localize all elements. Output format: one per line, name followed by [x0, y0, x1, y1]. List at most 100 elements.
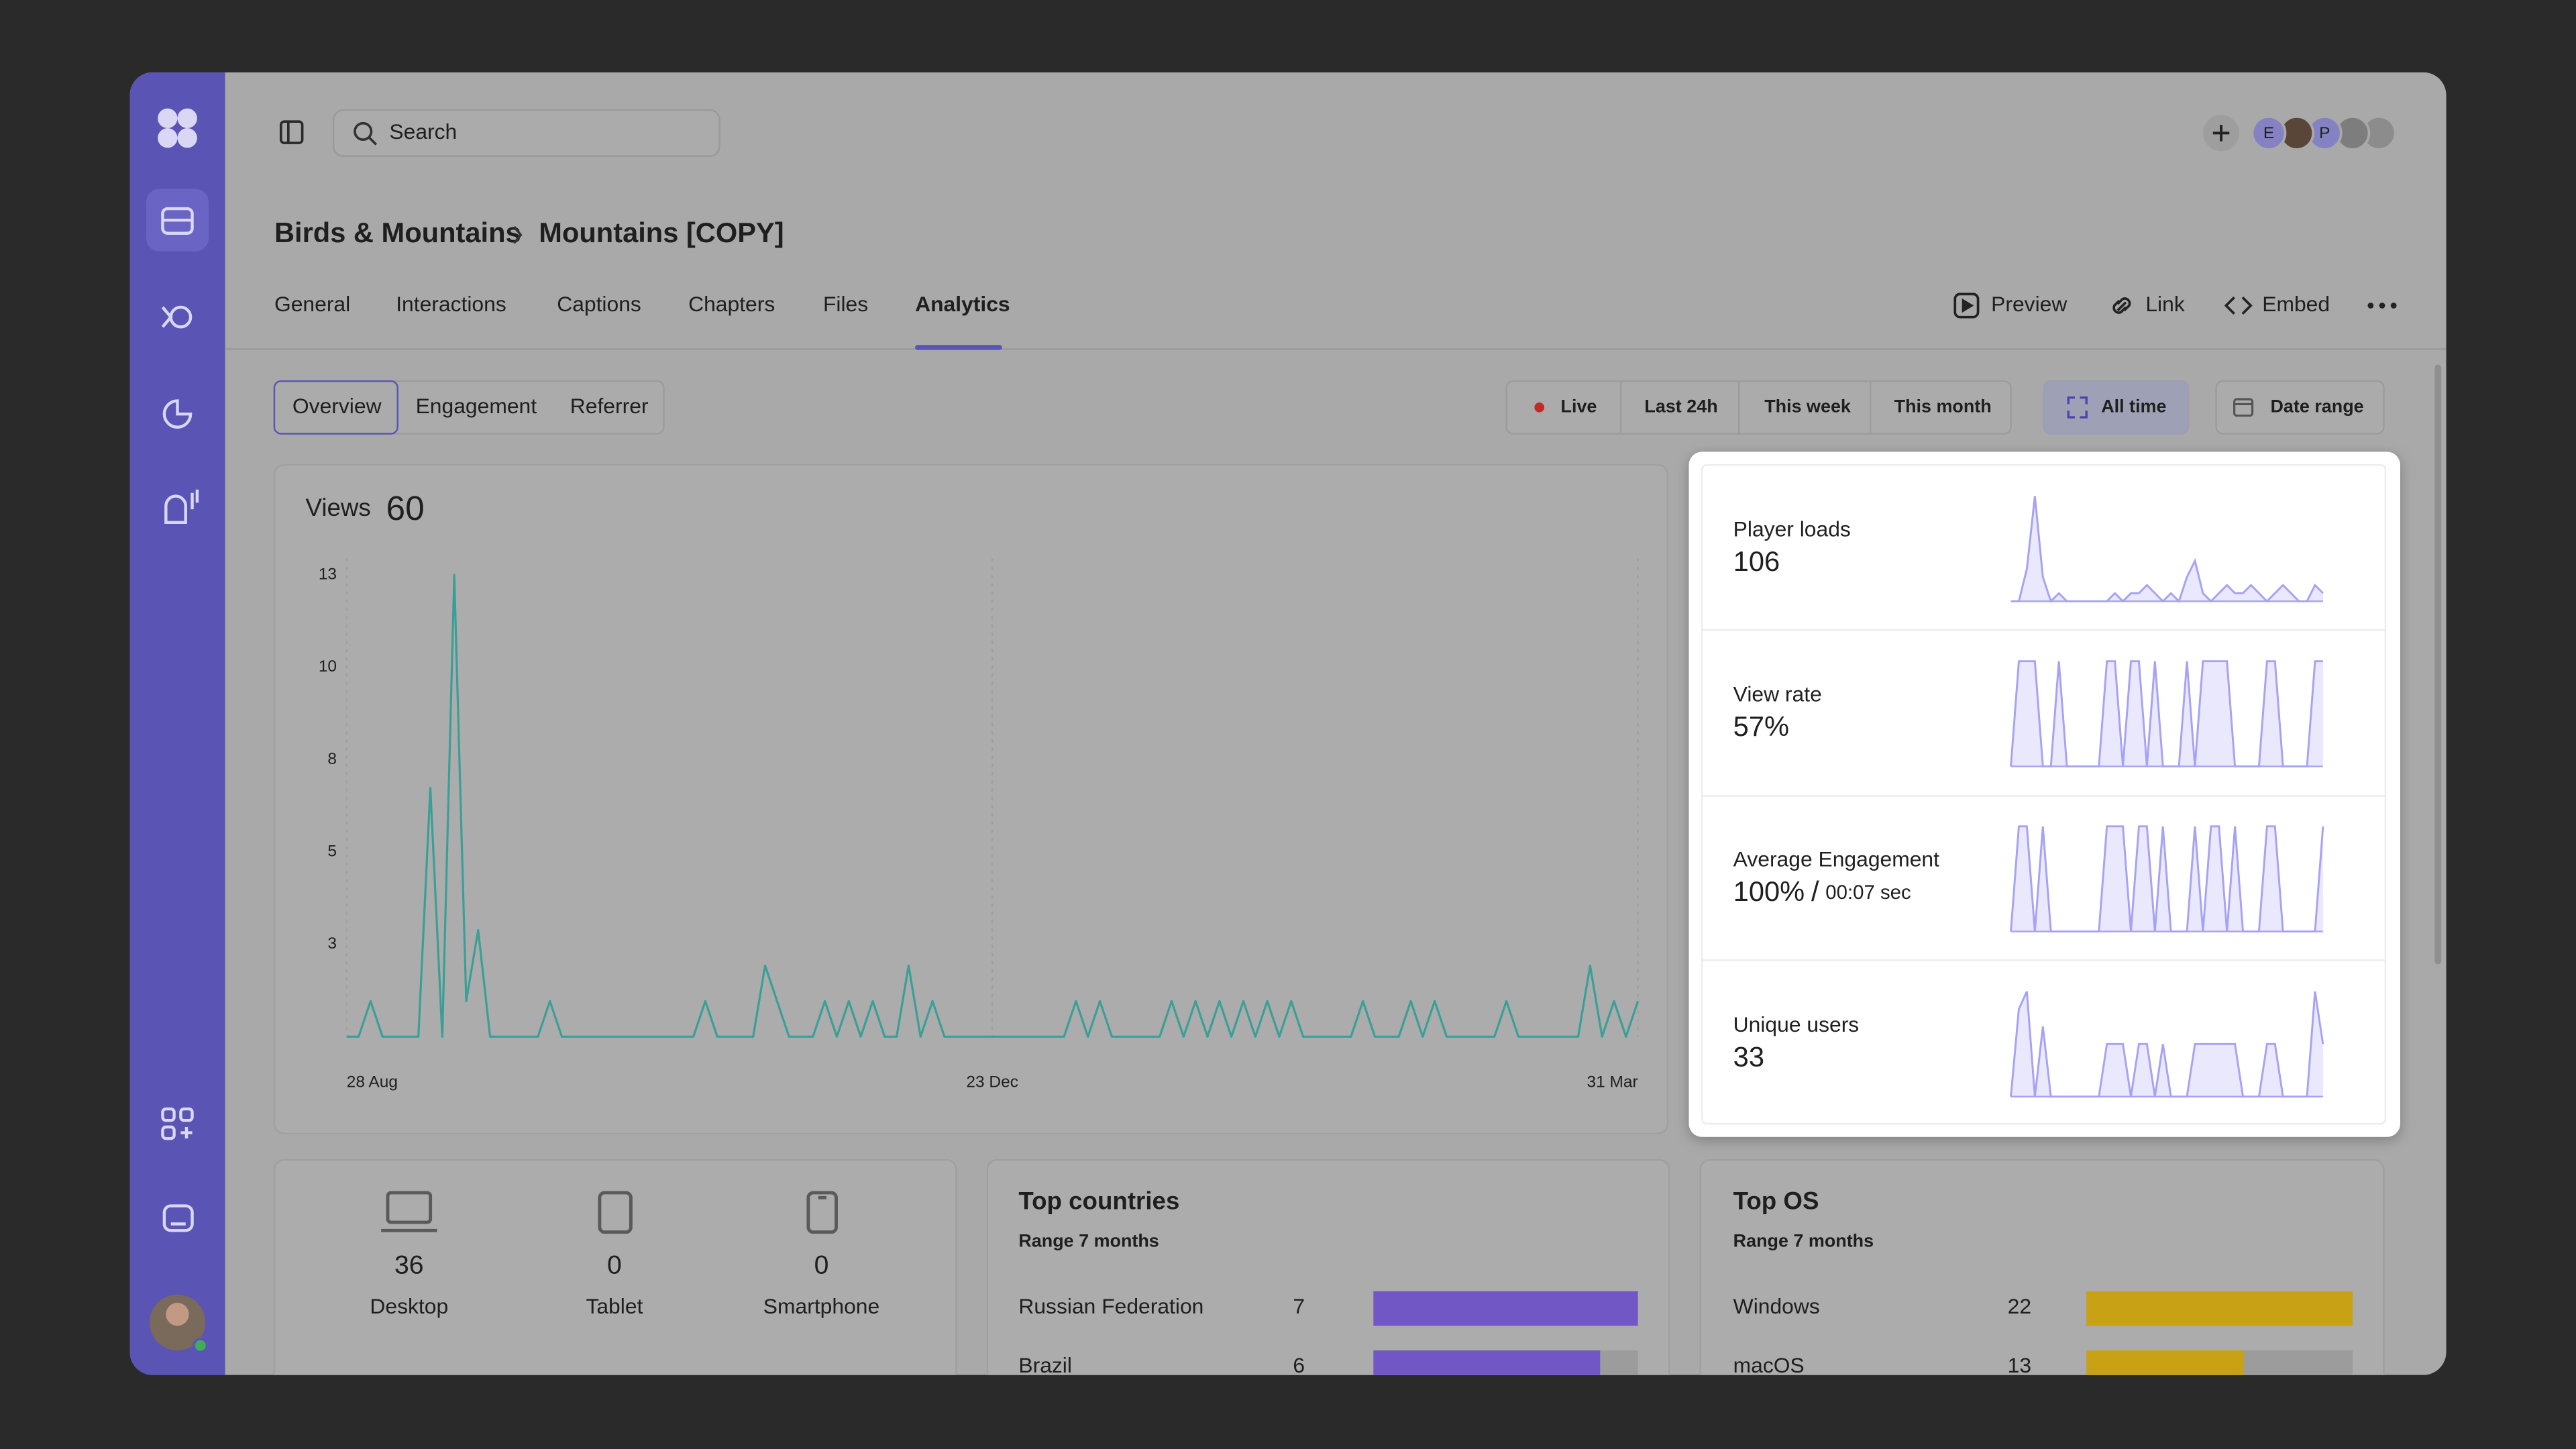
- time-filter[interactable]: Live: [1561, 396, 1597, 416]
- views-total: 60: [386, 488, 425, 527]
- device-label: Smartphone: [763, 1294, 879, 1318]
- bar: [2086, 1350, 2244, 1375]
- search-icon: [354, 121, 378, 146]
- list-subtitle: Range 7 months: [1733, 1231, 1874, 1251]
- subtab[interactable]: Engagement: [416, 394, 537, 418]
- tab[interactable]: Captions: [557, 292, 641, 316]
- breadcrumb-current: Mountains [COPY]: [539, 217, 784, 248]
- y-tick-label: 8: [327, 750, 337, 768]
- metric-label: Average Engagement: [1733, 847, 1939, 871]
- list-name: Brazil: [1018, 1353, 1072, 1377]
- sidebar: [129, 72, 225, 1375]
- action-icons: [1953, 292, 2253, 319]
- list-name: Russian Federation: [1018, 1294, 1203, 1318]
- all-time-icon: [2067, 396, 2088, 419]
- nav-icons[interactable]: [161, 207, 199, 1232]
- y-tick-label: 3: [327, 934, 337, 953]
- search-box[interactable]: [332, 109, 720, 157]
- subtab[interactable]: Referrer: [570, 394, 649, 418]
- add-icon: [2212, 125, 2230, 142]
- tab[interactable]: Files: [823, 292, 868, 316]
- device-icons: [381, 1191, 838, 1234]
- views-line: [346, 574, 1640, 1038]
- sparkline: [2010, 496, 2324, 604]
- list-title: Top OS: [1733, 1187, 1819, 1214]
- bar: [1373, 1291, 1638, 1326]
- time-filter[interactable]: Last 24h: [1644, 396, 1717, 416]
- metric-value: 57%: [1733, 710, 1789, 742]
- device-count: 0: [814, 1251, 829, 1280]
- list-name: macOS: [1733, 1353, 1805, 1377]
- list-value: 7: [1293, 1294, 1305, 1318]
- subtab[interactable]: Overview: [292, 394, 382, 418]
- metric-dividers: [1702, 629, 2385, 961]
- time-filter[interactable]: This week: [1764, 396, 1851, 416]
- tab[interactable]: Chapters: [688, 292, 775, 316]
- list-subtitle: Range 7 months: [1018, 1231, 1159, 1251]
- bar: [1373, 1350, 1601, 1375]
- list-value: 22: [2008, 1294, 2031, 1318]
- avatar-initial: E: [2263, 124, 2274, 142]
- metric-value-text: 33: [1733, 1040, 1764, 1072]
- calendar-icon: [2233, 398, 2254, 417]
- tabs: General Interactions Captions Chapters Files…: [274, 292, 2330, 316]
- tab[interactable]: Analytics: [915, 292, 1010, 316]
- devices-card: [273, 1159, 957, 1375]
- x-tick-label: 28 Aug: [347, 1073, 398, 1091]
- time-filter[interactable]: Date range: [2270, 396, 2363, 416]
- views-label: Views: [306, 494, 371, 521]
- x-tick-label: 31 Mar: [1587, 1073, 1638, 1091]
- live-dot: [1534, 402, 1545, 413]
- devices: 36 Desktop 0 Tablet 0 Smartphone: [370, 1251, 879, 1318]
- device-count: 0: [607, 1251, 622, 1280]
- logo: [158, 108, 197, 148]
- y-tick-label: 5: [327, 843, 337, 861]
- top-lists: Top countries Range 7 months Russian Feder…: [1018, 1187, 2353, 1377]
- views-card: [273, 464, 1668, 1135]
- time-filter[interactable]: All time: [2101, 396, 2166, 416]
- search-placeholder: Search: [389, 119, 457, 144]
- status-dot: [193, 1338, 209, 1354]
- metric-value: 100%/ 00:07 sec: [1733, 875, 1911, 907]
- action[interactable]: Preview: [1991, 292, 2068, 316]
- list-title: Top countries: [1018, 1187, 1179, 1214]
- metric-label: Unique users: [1733, 1012, 1860, 1036]
- date-range-button[interactable]: [2215, 380, 2385, 435]
- views-chart: 3 5 8 10 13 28 Aug 23 Dec 31 Mar: [319, 558, 1640, 1091]
- bar: [2086, 1291, 2353, 1326]
- metric-separator: /: [1811, 875, 1819, 907]
- metric-value-text: 100%: [1733, 875, 1805, 907]
- x-tick-label: 23 Dec: [966, 1073, 1018, 1091]
- device-label: Tablet: [586, 1294, 643, 1318]
- device-label: Desktop: [370, 1294, 448, 1318]
- device-count: 36: [394, 1251, 424, 1280]
- user-avatar-face: [166, 1303, 189, 1326]
- list-name: Windows: [1733, 1294, 1820, 1318]
- metric-value: 33: [1733, 1040, 1764, 1072]
- filter-separators: [1619, 381, 1872, 434]
- y-tick-label: 10: [319, 657, 337, 676]
- metrics: Player loads 106 View rate 57% Average Engag…: [1733, 496, 2324, 1098]
- scrollbar: [2434, 364, 2442, 965]
- metric-label: Player loads: [1733, 517, 1851, 541]
- metric-value: 106: [1733, 545, 1780, 577]
- subtabs: Overview Engagement Referrer Live Last 24h Th…: [292, 394, 2364, 418]
- sidebar-toggle[interactable]: [279, 120, 304, 144]
- subtab-active[interactable]: [273, 380, 398, 435]
- breadcrumb-separator: [513, 225, 523, 244]
- action[interactable]: Embed: [2262, 292, 2330, 316]
- tab[interactable]: Interactions: [396, 292, 506, 316]
- tab[interactable]: General: [274, 292, 350, 316]
- time-filter[interactable]: This month: [1894, 396, 1992, 416]
- breadcrumb-parent[interactable]: Birds & Mountains: [274, 217, 521, 248]
- sparkline-area: [2010, 496, 2323, 602]
- avatar[interactable]: [2251, 115, 2287, 151]
- more-button[interactable]: [2367, 303, 2397, 309]
- metric-secondary: 00:07 sec: [1825, 881, 1911, 904]
- y-tick-label: 13: [319, 566, 337, 584]
- all-time-button[interactable]: [2043, 380, 2190, 435]
- action[interactable]: Link: [2145, 292, 2184, 316]
- list-value: 6: [1293, 1353, 1305, 1377]
